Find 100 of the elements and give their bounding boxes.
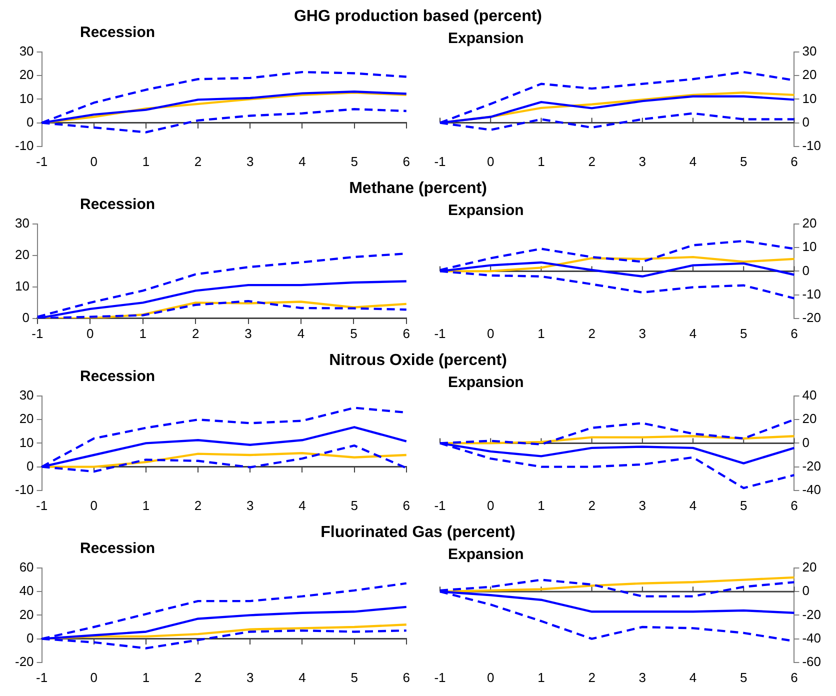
y2-tick-label: -10 [802, 286, 822, 302]
x-tick-label: 0 [86, 326, 94, 341]
y2-tick-label: 30 [802, 44, 817, 59]
x-tick-label: 6 [790, 670, 798, 685]
y-tick-label: 0 [26, 114, 34, 130]
y-tick-label: -10 [14, 482, 34, 497]
x-tick-label: 3 [246, 498, 254, 513]
chart-subtitle: Expansion [448, 202, 524, 219]
x-tick-label: 0 [486, 498, 494, 513]
x-tick-label: 5 [740, 326, 748, 341]
x-tick-label: 6 [402, 670, 410, 685]
y2-tick-label: 20 [802, 216, 817, 231]
x-tick-label: 3 [638, 154, 646, 169]
x-tick-label: 3 [246, 670, 254, 685]
y2-tick-label: 40 [802, 388, 817, 403]
y-tick-label: 0 [26, 458, 34, 474]
chart-title: GHG production based (percent) [294, 8, 542, 25]
y-tick-label: 30 [14, 216, 30, 231]
x-tick-label: 4 [298, 670, 306, 685]
y2-tick-label: -40 [802, 630, 822, 646]
x-tick-label: 2 [588, 498, 596, 513]
x-tick-label: 2 [588, 326, 596, 341]
y2-tick-label: -60 [802, 654, 822, 669]
x-tick-label: -1 [434, 498, 446, 513]
x-tick-label: 2 [588, 154, 596, 169]
y-tick-label: 0 [22, 310, 30, 325]
chart-subtitle: Expansion [448, 546, 524, 563]
y2-tick-label: 0 [802, 114, 810, 130]
x-tick-label: 4 [689, 154, 697, 169]
x-tick-label: 5 [350, 670, 358, 685]
x-tick-label: 4 [689, 498, 697, 513]
x-tick-label: 6 [402, 154, 410, 169]
x-tick-label: 6 [790, 498, 798, 513]
y-tick-label: 10 [19, 434, 34, 450]
chart-subtitle: Recession [80, 196, 156, 213]
y-tick-label: 30 [19, 388, 34, 403]
x-tick-label: -1 [434, 670, 446, 685]
chart-title: Nitrous Oxide (percent) [329, 352, 507, 369]
y-tick-label: 20 [19, 606, 34, 622]
y2-tick-label: 10 [802, 239, 817, 254]
x-tick-label: 5 [350, 154, 358, 169]
y2-tick-label: 20 [802, 67, 817, 82]
x-tick-label: 0 [90, 154, 98, 169]
x-tick-label: -1 [434, 154, 446, 169]
x-tick-label: 1 [139, 326, 146, 341]
x-tick-label: 0 [486, 670, 494, 685]
chart-title: Fluorinated Gas (percent) [320, 524, 516, 541]
y2-tick-label: 0 [802, 434, 810, 450]
chart-subtitle: Expansion [448, 30, 524, 47]
y2-tick-label: -20 [802, 606, 822, 622]
y2-tick-label: 20 [802, 411, 817, 426]
x-tick-label: 4 [298, 154, 306, 169]
y-tick-label: 40 [19, 583, 34, 598]
x-tick-label: 0 [486, 326, 494, 341]
y-tick-label: 20 [14, 247, 30, 262]
x-tick-label: 2 [194, 154, 202, 169]
y2-tick-label: 0 [802, 262, 810, 278]
y-tick-label: 10 [19, 90, 34, 106]
chart-subtitle: Recession [80, 540, 156, 557]
y-tick-label: 60 [19, 560, 34, 575]
y2-tick-label: -10 [802, 138, 822, 153]
x-tick-label: -1 [32, 326, 44, 341]
x-tick-label: 1 [538, 670, 545, 685]
x-tick-label: 3 [638, 326, 646, 341]
x-tick-label: -1 [36, 670, 48, 685]
chart-subtitle: Expansion [448, 374, 524, 391]
y2-tick-label: 10 [802, 90, 817, 106]
y2-tick-label: -20 [802, 310, 822, 325]
x-tick-label: 5 [740, 498, 748, 513]
y-tick-label: 20 [19, 411, 34, 426]
x-tick-label: 6 [790, 154, 798, 169]
x-tick-label: 6 [790, 326, 798, 341]
y2-tick-label: -40 [802, 482, 822, 497]
y-tick-label: 20 [19, 67, 34, 82]
x-tick-label: 5 [740, 670, 748, 685]
x-tick-label: 1 [142, 498, 150, 513]
y-tick-label: -10 [14, 138, 34, 153]
x-tick-label: 4 [689, 670, 697, 685]
y2-tick-label: 0 [802, 583, 810, 598]
chart-subtitle: Recession [80, 368, 156, 385]
x-tick-label: 4 [297, 326, 305, 341]
x-tick-label: 5 [350, 326, 358, 341]
x-tick-label: 1 [538, 154, 545, 169]
x-tick-label: 0 [90, 498, 98, 513]
y2-tick-label: -20 [802, 458, 822, 474]
x-tick-label: 0 [486, 154, 494, 169]
x-tick-label: 1 [538, 326, 545, 341]
x-tick-label: 0 [90, 670, 98, 685]
y-tick-label: 10 [14, 278, 30, 294]
y2-tick-label: 20 [802, 560, 817, 575]
x-tick-label: 4 [298, 498, 306, 513]
x-tick-label: -1 [36, 498, 48, 513]
x-tick-label: 4 [689, 326, 697, 341]
x-tick-label: 5 [350, 498, 358, 513]
x-tick-label: 2 [588, 670, 596, 685]
x-tick-label: 1 [538, 498, 545, 513]
x-tick-label: 5 [740, 154, 748, 169]
x-tick-label: -1 [36, 154, 48, 169]
x-tick-label: 2 [194, 498, 202, 513]
x-tick-label: 2 [192, 326, 200, 341]
